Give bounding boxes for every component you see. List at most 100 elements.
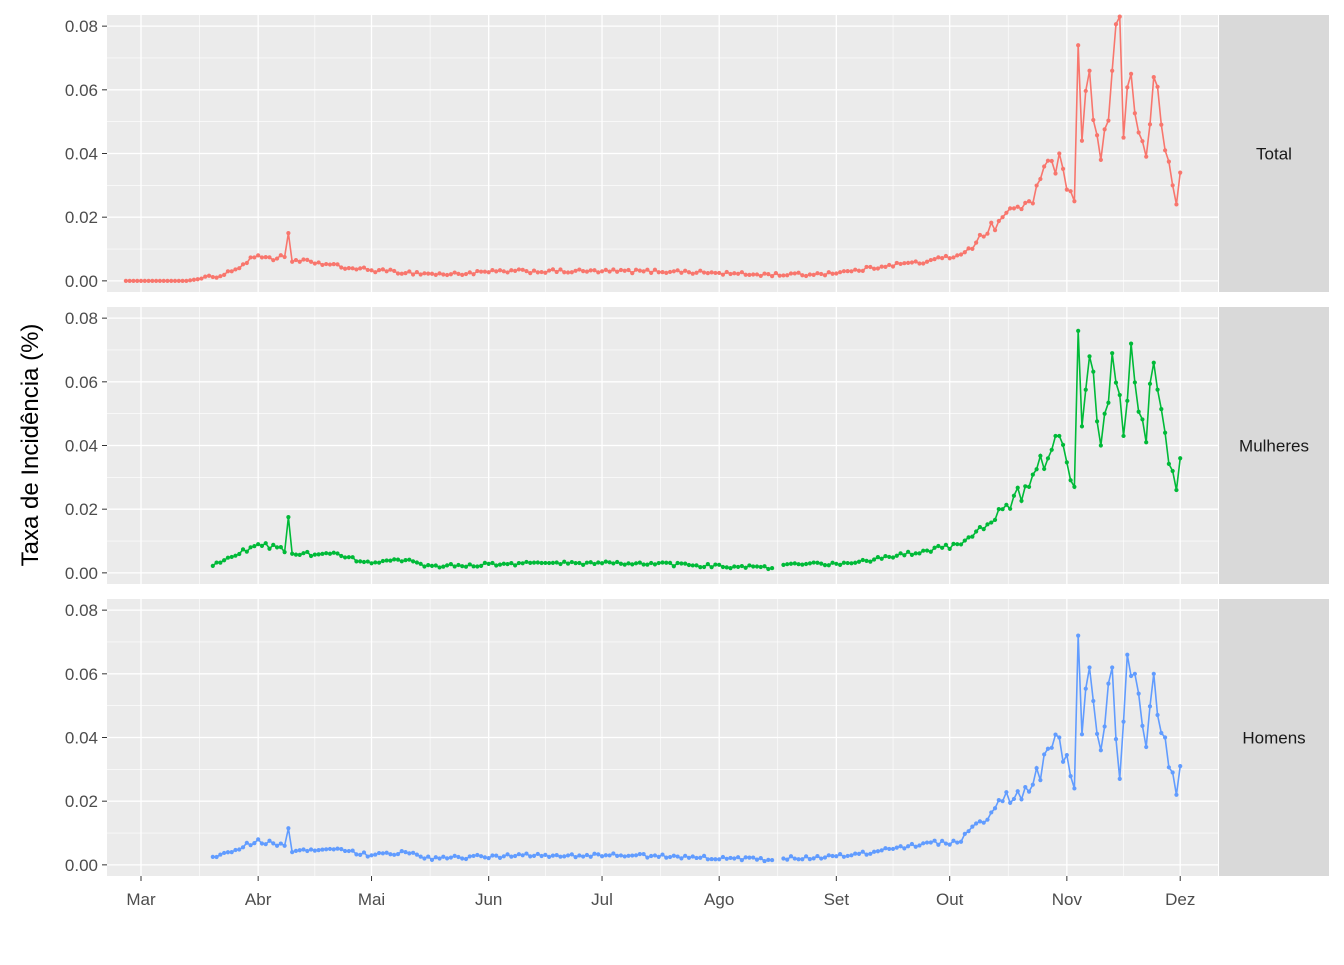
data-point-total — [1042, 164, 1047, 169]
data-point-mulheres — [819, 561, 824, 566]
data-point-mulheres — [558, 561, 563, 567]
data-point-total — [479, 269, 484, 274]
data-point-mulheres — [913, 551, 918, 556]
data-point-mulheres — [694, 563, 699, 568]
data-point-total — [977, 232, 983, 238]
data-point-mulheres — [887, 554, 892, 560]
data-point-mulheres — [490, 560, 495, 566]
data-point-mulheres — [1106, 400, 1111, 405]
data-point-total — [1113, 22, 1119, 27]
data-point-total — [754, 272, 760, 277]
data-point-mulheres — [335, 551, 340, 556]
data-point-homens — [513, 853, 518, 859]
data-point-total — [135, 278, 140, 283]
data-point-mulheres — [225, 555, 231, 560]
data-point-homens — [618, 853, 624, 858]
data-point-mulheres — [713, 562, 718, 567]
data-point-homens — [887, 846, 892, 852]
data-point-total — [928, 257, 933, 263]
data-point-mulheres — [762, 564, 767, 569]
data-point-mulheres — [781, 562, 786, 568]
data-point-total — [248, 255, 253, 260]
data-point-mulheres — [906, 549, 911, 554]
data-point-mulheres — [796, 562, 801, 567]
data-point-total — [683, 268, 688, 273]
data-point-total — [486, 270, 491, 275]
data-point-homens — [278, 841, 283, 846]
data-point-homens — [1147, 704, 1153, 709]
data-point-total — [909, 260, 915, 265]
data-point-homens — [788, 854, 794, 859]
data-point-homens — [958, 839, 964, 844]
data-point-mulheres — [928, 549, 933, 554]
data-point-mulheres — [1128, 341, 1134, 346]
data-point-total — [195, 277, 200, 282]
data-point-homens — [822, 855, 828, 860]
data-point-homens — [603, 853, 608, 858]
data-point-homens — [324, 847, 329, 852]
data-point-total — [872, 266, 877, 271]
data-point-total — [490, 267, 495, 273]
data-point-mulheres — [705, 562, 710, 567]
data-point-mulheres — [788, 561, 794, 566]
data-point-total — [838, 270, 843, 275]
data-point-total — [278, 253, 283, 258]
data-point-mulheres — [633, 561, 639, 566]
data-point-total — [161, 278, 166, 283]
data-point-homens — [380, 851, 385, 856]
data-point-total — [154, 278, 159, 283]
y-tick-label: 0.04 — [65, 437, 98, 456]
data-point-homens — [558, 854, 563, 859]
data-point-homens — [1087, 665, 1092, 670]
data-point-homens — [388, 852, 393, 857]
data-point-mulheres — [683, 561, 688, 566]
data-point-homens — [860, 849, 865, 854]
data-point-total — [671, 269, 676, 274]
data-point-homens — [671, 853, 676, 858]
data-point-total — [1170, 183, 1175, 188]
data-point-total — [346, 266, 351, 271]
data-point-total — [150, 278, 155, 283]
data-point-mulheres — [936, 543, 941, 549]
data-point-homens — [354, 852, 359, 857]
data-point-homens — [240, 845, 246, 850]
data-point-mulheres — [989, 520, 994, 525]
data-point-homens — [894, 845, 899, 850]
y-tick-label: 0.08 — [65, 17, 98, 36]
data-point-mulheres — [437, 565, 442, 570]
data-point-homens — [989, 810, 994, 815]
data-point-mulheres — [830, 560, 835, 565]
data-point-mulheres — [1000, 507, 1005, 512]
data-point-homens — [392, 852, 397, 857]
data-point-mulheres — [452, 564, 457, 569]
data-point-mulheres — [1034, 467, 1039, 472]
data-point-homens — [792, 856, 797, 861]
data-point-total — [1015, 204, 1020, 209]
data-point-total — [792, 271, 797, 276]
data-point-homens — [1125, 652, 1130, 657]
data-point-total — [675, 268, 680, 273]
data-point-total — [762, 271, 767, 276]
data-point-mulheres — [290, 551, 295, 556]
data-point-homens — [932, 838, 937, 843]
data-point-homens — [996, 798, 1001, 803]
x-tick-label: Set — [824, 890, 850, 909]
data-point-total — [607, 269, 612, 274]
data-point-total — [1030, 201, 1035, 206]
data-point-total — [807, 272, 812, 277]
data-point-total — [1098, 157, 1103, 162]
data-point-mulheres — [222, 558, 227, 563]
data-point-mulheres — [501, 561, 506, 566]
data-point-total — [603, 267, 608, 272]
data-point-total — [305, 257, 310, 262]
data-point-total — [441, 272, 446, 277]
data-point-mulheres — [301, 551, 306, 556]
data-point-mulheres — [645, 562, 650, 567]
data-point-total — [822, 273, 828, 278]
data-point-total — [127, 278, 132, 283]
data-point-homens — [384, 850, 389, 855]
data-point-homens — [577, 853, 582, 858]
data-point-total — [698, 268, 703, 273]
data-point-total — [452, 270, 457, 275]
data-point-mulheres — [909, 552, 915, 557]
